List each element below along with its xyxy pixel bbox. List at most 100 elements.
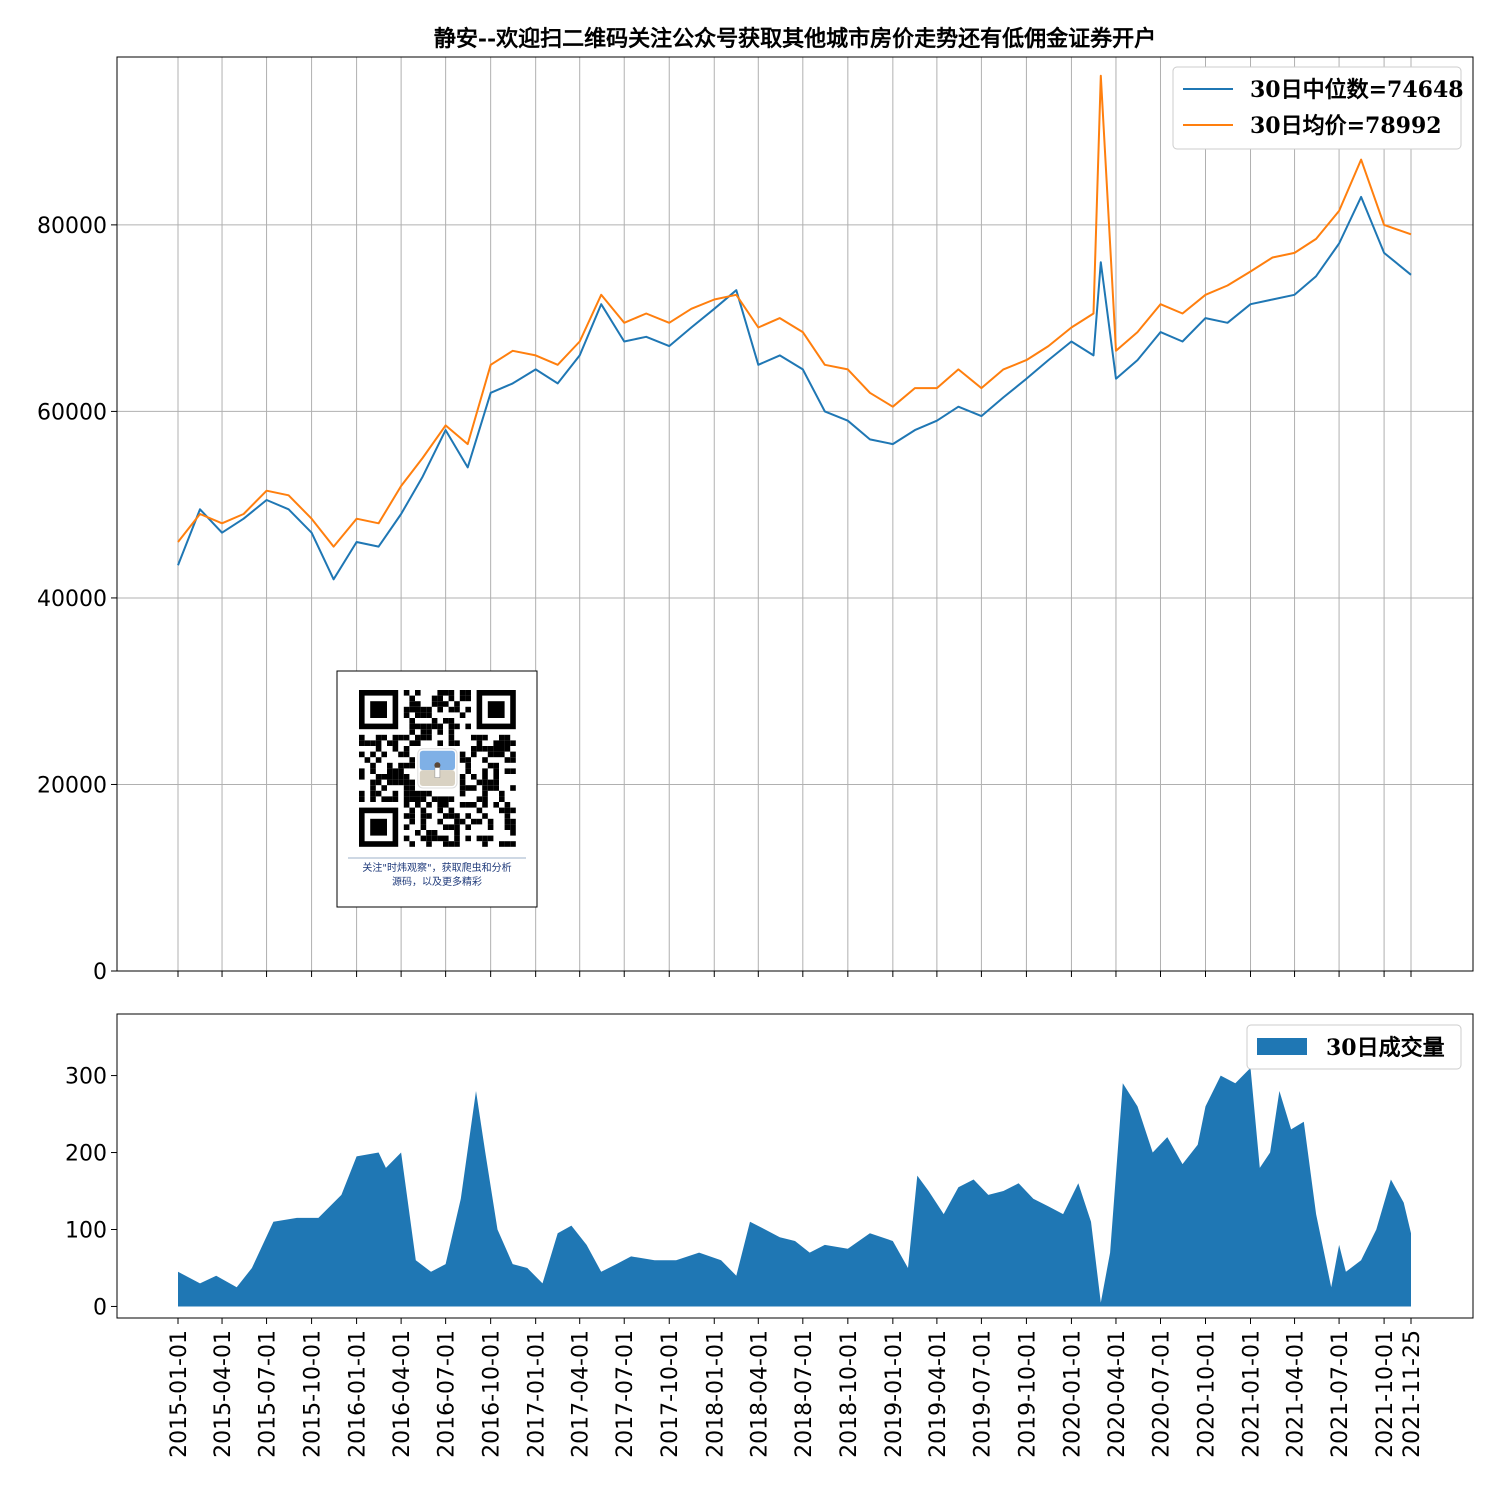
top-gridlines: [117, 57, 1473, 972]
qr-module: [392, 768, 399, 774]
x-tick-label: 2020-07-01: [1149, 1330, 1174, 1458]
qr-module: [403, 751, 410, 758]
x-axis: 2015-01-01 2015-04-01 2015-07-01 2015-10-01…: [167, 971, 1425, 1458]
bottom-y-tick-label: 0: [93, 1295, 107, 1320]
qr-module: [510, 824, 516, 830]
bottom-y-tick-label: 300: [65, 1065, 107, 1090]
qr-module: [437, 835, 443, 842]
qr-module: [426, 790, 432, 797]
x-tick-label: 2019-04-01: [926, 1330, 951, 1458]
qr-module: [471, 802, 477, 808]
qr-module: [359, 796, 365, 802]
qr-module: [443, 718, 449, 724]
qr-module: [482, 768, 488, 774]
x-tick-label: 2016-07-01: [435, 1330, 460, 1458]
qr-module: [454, 706, 460, 713]
qr-module: [420, 729, 427, 735]
qr-finder-core: [487, 701, 505, 718]
qr-module: [415, 740, 421, 746]
qr-module: [510, 830, 516, 836]
x-tick-label: 2019-01-01: [882, 1330, 907, 1458]
bottom-legend: 30日成交量: [1246, 1024, 1462, 1070]
qr-module: [487, 818, 494, 825]
qr-module: [471, 746, 477, 752]
qr-module: [398, 762, 404, 769]
qr-module: [510, 740, 516, 746]
qr-module: [487, 779, 494, 786]
qr-module: [409, 757, 415, 763]
qr-module: [510, 757, 516, 763]
qr-module: [426, 835, 432, 842]
top-y-tick-label: 60000: [37, 400, 107, 425]
qr-module: [409, 790, 415, 797]
qr-module: [471, 818, 477, 825]
qr-module: [375, 774, 382, 780]
x-tick-label: 2021-11-25: [1400, 1330, 1425, 1458]
qr-module: [476, 818, 483, 825]
x-tick-label: 2015-01-01: [167, 1330, 192, 1458]
qr-module: [443, 802, 449, 808]
qr-module: [454, 830, 460, 836]
qr-module: [370, 762, 376, 769]
qr-module: [387, 768, 393, 774]
bottom-y-axis: 0 100 200 300: [65, 1065, 117, 1320]
qr-module: [375, 740, 382, 746]
qr-module: [359, 790, 365, 797]
qr-module: [409, 695, 415, 702]
x-tick-label: 2017-04-01: [569, 1330, 594, 1458]
qr-module: [420, 712, 427, 718]
top-legend-box: [1172, 66, 1462, 150]
qr-module: [504, 740, 511, 746]
qr-module: [437, 818, 443, 825]
qr-module: [409, 818, 415, 825]
qr-module: [448, 706, 455, 713]
qr-module: [420, 807, 427, 814]
qr-module: [403, 785, 410, 791]
x-tick-label: 2016-04-01: [390, 1330, 415, 1458]
volume-area: [178, 1067, 1411, 1307]
qr-module: [409, 718, 415, 724]
qr-module: [370, 790, 376, 797]
qr-module: [426, 802, 432, 808]
qr-caption-line2: 源码，以及更多精彩: [392, 875, 482, 888]
qr-module: [370, 796, 376, 802]
qr-module: [448, 813, 455, 819]
qr-module: [420, 706, 427, 713]
qr-module: [510, 807, 516, 814]
x-tick-label: 2016-01-01: [346, 1330, 371, 1458]
avatar-body: [434, 767, 441, 778]
qr-module: [375, 757, 382, 763]
qr-module: [482, 796, 488, 802]
avatar-sky: [419, 750, 455, 771]
x-tick-label: 2018-10-01: [837, 1330, 862, 1458]
qr-module: [403, 762, 410, 769]
qr-module: [454, 835, 460, 842]
x-tick-label: 2016-10-01: [480, 1330, 505, 1458]
legend-median-label: 30日中位数=74648: [1250, 77, 1464, 103]
qr-module: [387, 762, 393, 769]
series-line-median: [177, 195, 1412, 581]
qr-module: [409, 723, 415, 730]
qr-module: [370, 779, 376, 786]
qr-module: [487, 762, 494, 769]
qr-module: [392, 779, 399, 786]
qr-code-card: 关注"时炜观察"，获取爬虫和分析 源码，以及更多精彩: [336, 670, 538, 908]
qr-module: [403, 796, 410, 802]
qr-module: [448, 695, 455, 702]
qr-module: [504, 746, 511, 752]
x-tick-label: 2018-01-01: [703, 1330, 728, 1458]
qr-module: [415, 690, 421, 696]
qr-module: [454, 740, 460, 746]
x-tick-label: 2020-10-01: [1195, 1330, 1220, 1458]
qr-module: [443, 690, 449, 696]
qr-module: [403, 790, 410, 797]
qr-module: [437, 701, 443, 707]
qr-module: [398, 779, 404, 786]
qr-module: [409, 779, 415, 786]
qr-module: [415, 706, 421, 713]
qr-module: [409, 785, 415, 791]
qr-module: [370, 751, 376, 758]
qr-module: [499, 740, 505, 746]
qr-module: [431, 718, 438, 724]
